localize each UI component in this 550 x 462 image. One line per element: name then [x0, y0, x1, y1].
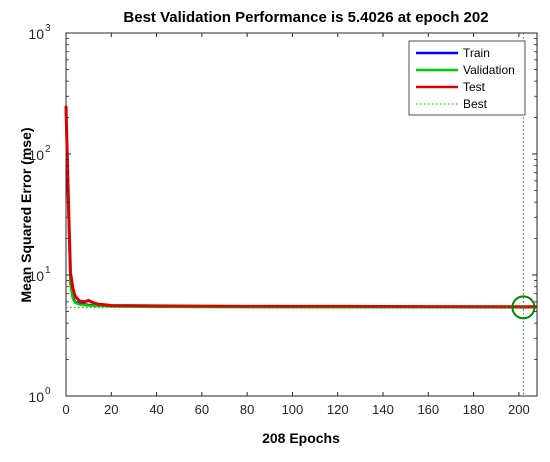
x-tick-label: 60 — [195, 402, 209, 417]
x-tick-label: 120 — [327, 402, 349, 417]
legend-label-test: Test — [463, 80, 486, 94]
chart-title: Best Validation Performance is 5.4026 at… — [123, 9, 488, 26]
y-tick-label: 10 — [28, 26, 44, 42]
y-tick-label: 10 — [28, 268, 44, 284]
legend-label-best: Best — [463, 97, 488, 111]
x-tick-label: 40 — [149, 402, 163, 417]
x-tick-label: 160 — [417, 402, 439, 417]
x-tick-label: 200 — [508, 402, 530, 417]
x-tick-label: 180 — [463, 402, 485, 417]
series-line-test — [64, 105, 537, 309]
legend: Train Validation Test Best — [408, 40, 526, 116]
x-axis-label: 208 Epochs — [262, 430, 340, 446]
y-axis-label: Mean Squared Error (mse) — [18, 127, 34, 302]
x-tick-label: 100 — [282, 402, 304, 417]
y-tick-label: 10 — [28, 147, 44, 163]
legend-label-train: Train — [463, 46, 490, 60]
y-tick-label-exponent: 3 — [45, 23, 51, 34]
x-axis-ticks: 0 20 40 60 80 100 120 140 160 180 200 — [62, 33, 530, 417]
y-tick-label-exponent: 1 — [45, 265, 51, 276]
x-tick-label: 20 — [104, 402, 118, 417]
series-group — [64, 33, 538, 396]
best-marker-circle — [511, 295, 536, 320]
y-tick-label-exponent: 0 — [45, 386, 51, 397]
x-tick-label: 140 — [372, 402, 394, 417]
x-tick-label: 80 — [240, 402, 254, 417]
y-tick-label-exponent: 2 — [45, 144, 51, 155]
legend-label-validation: Validation — [463, 63, 515, 77]
y-tick-label: 10 — [28, 389, 44, 405]
x-tick-label: 0 — [62, 402, 69, 417]
